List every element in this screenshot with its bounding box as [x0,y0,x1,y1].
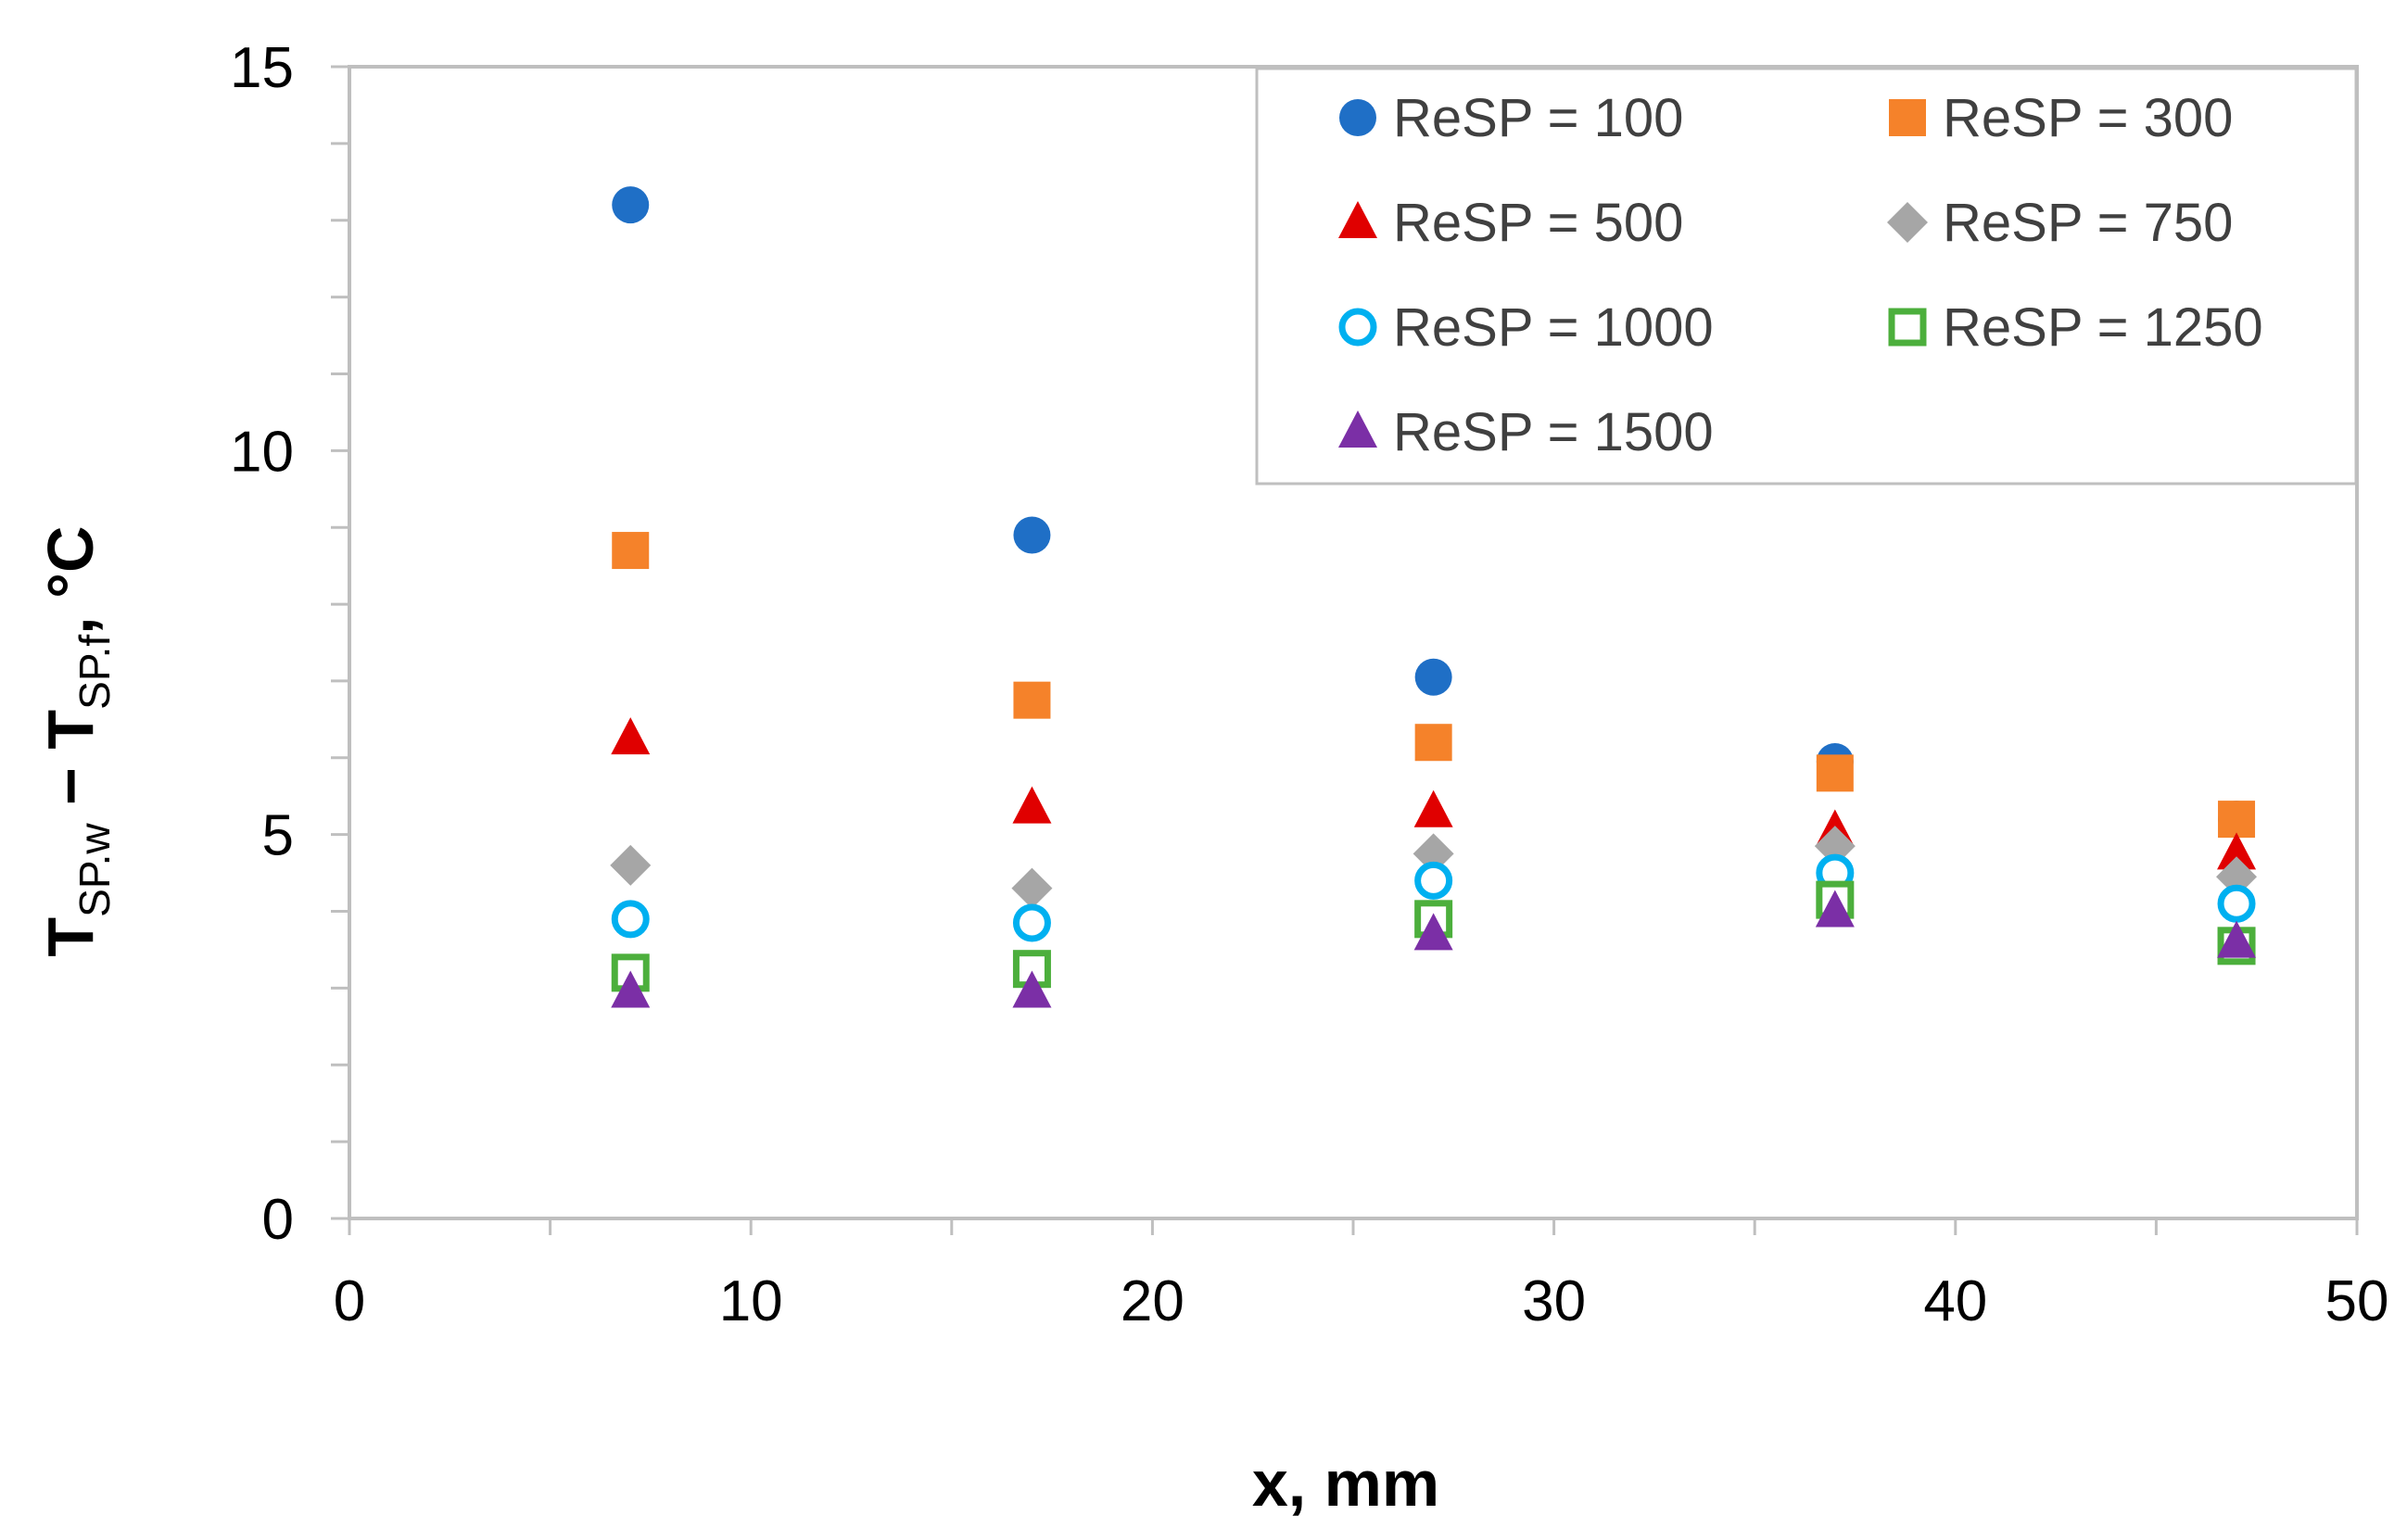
data-point [1013,681,1051,719]
legend-entry: ReSP = 1000 [1338,297,1714,358]
data-point [2217,884,2256,923]
data-point [612,186,650,224]
data-point [2217,920,2257,958]
data-point [1414,861,1453,900]
legend-entry: ReSP = 1250 [1888,297,2263,358]
data-point [1815,890,1855,928]
y-axis-ticks: 0 5 10 15 [230,36,349,1252]
legend-marker [1887,202,1928,243]
x-tick-label: 10 [719,1269,783,1333]
data-points [610,186,2258,1008]
legend-marker [1889,99,1926,136]
series-4 [610,826,2258,909]
data-point [1012,970,1052,1008]
data-point [1414,658,1452,696]
x-tick-label: 20 [1121,1269,1184,1333]
data-point [1816,754,1854,792]
legend-label: ReSP = 1000 [1393,297,1714,358]
data-point [1413,789,1453,827]
legend-entry: ReSP = 1500 [1338,402,1714,462]
legend-label: ReSP = 1250 [1943,297,2263,358]
legend-marker [1338,201,1377,238]
data-point [2217,832,2257,870]
data-point [2218,801,2256,839]
legend-entry: ReSP = 100 [1339,88,1683,148]
data-point [1413,833,1454,875]
data-point [611,900,650,939]
x-tick-label: 40 [1923,1269,1987,1333]
data-point [1012,903,1051,942]
x-axis-title: x, mm [1252,1447,1439,1520]
legend-label: ReSP = 1500 [1393,402,1714,462]
data-point [2216,856,2258,898]
legend-label: ReSP = 100 [1393,88,1683,148]
legend-marker [1338,308,1377,347]
y-axis-title: TSP.w − TSP.f, °C [34,525,119,956]
x-tick-label: 0 [334,1269,365,1333]
legend-label: ReSP = 500 [1393,193,1683,253]
legend-marker [1339,99,1376,136]
x-axis-ticks: 0 10 20 30 40 50 [334,1218,2389,1333]
legend-entry: ReSP = 300 [1889,88,2233,148]
legend-label: ReSP = 750 [1943,193,2233,253]
legend-box [1255,67,2358,486]
x-tick-label: 50 [2325,1269,2389,1333]
data-point [1814,826,1856,867]
legend-entry: ReSP = 500 [1338,193,1683,253]
data-point [1013,516,1051,554]
series-2 [612,532,2256,839]
data-point [1413,913,1453,951]
data-point [612,532,650,570]
legend: ReSP = 100 ReSP = 300 ReSP = 500 ReSP = 750… [1255,67,2358,486]
data-point [1414,724,1452,762]
y-tick-label: 5 [262,804,294,868]
series-7 [611,890,2257,1008]
y-tick-label: 15 [230,36,294,100]
legend-label: ReSP = 300 [1943,88,2233,148]
data-point [611,970,651,1008]
y-tick-label: 10 [230,420,294,484]
data-point [1012,786,1052,824]
data-point [611,717,651,755]
legend-entry: ReSP = 750 [1887,193,2233,253]
legend-marker [1338,410,1377,448]
y-tick-label: 0 [262,1188,294,1252]
data-point [1011,867,1053,909]
legend-marker [1888,308,1927,347]
x-tick-label: 30 [1522,1269,1586,1333]
data-point [610,844,652,886]
